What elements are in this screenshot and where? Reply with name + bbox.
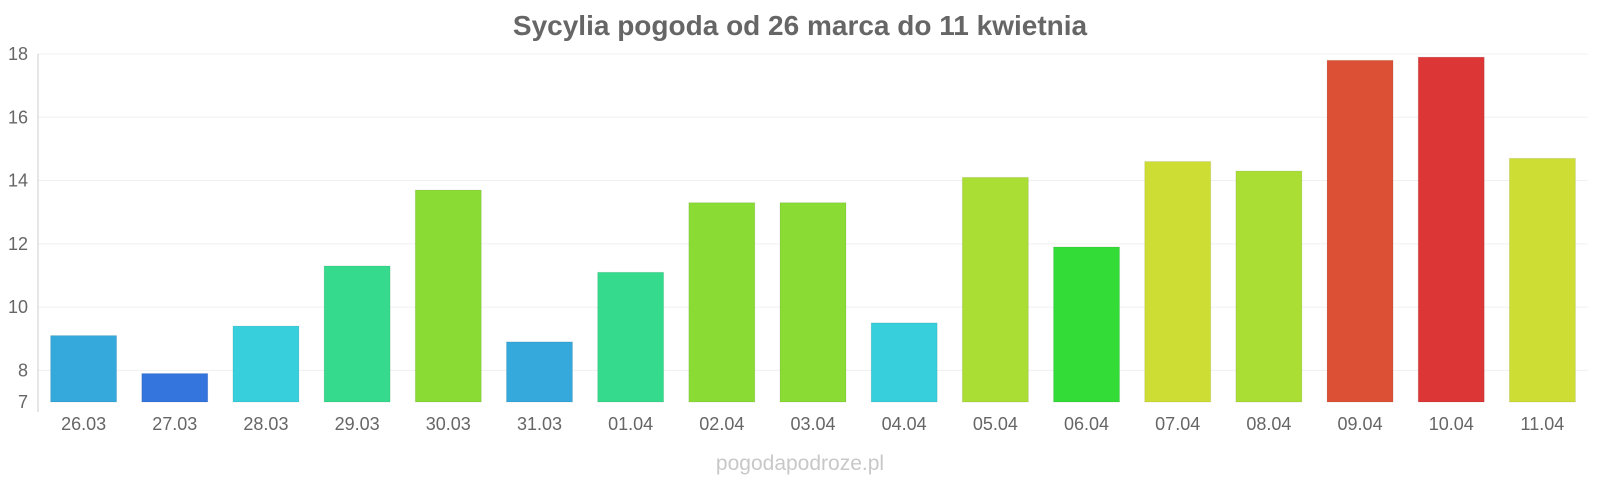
bar (505, 341, 573, 403)
bar (1144, 161, 1212, 403)
x-tick-label: 10.04 (1429, 414, 1474, 434)
bar (141, 373, 209, 403)
x-tick-label: 09.04 (1338, 414, 1383, 434)
x-tick-label: 28.03 (243, 414, 288, 434)
x-tick-label: 03.04 (790, 414, 835, 434)
bar (1053, 246, 1121, 403)
bar (1235, 170, 1303, 403)
x-tick-label: 31.03 (517, 414, 562, 434)
y-tick-label: 8 (18, 360, 28, 380)
x-tick-label: 07.04 (1155, 414, 1200, 434)
y-tick-label: 7 (18, 392, 28, 412)
x-tick-label: 29.03 (335, 414, 380, 434)
x-tick-label: 04.04 (882, 414, 927, 434)
bar (597, 271, 665, 403)
x-tick-label: 05.04 (973, 414, 1018, 434)
y-tick-label: 10 (8, 297, 28, 317)
y-tick-label: 12 (8, 234, 28, 254)
bar (870, 322, 938, 403)
y-tick-label: 14 (8, 171, 28, 191)
bar (323, 265, 391, 403)
chart-title: Sycylia pogoda od 26 marca do 11 kwietni… (512, 10, 1088, 41)
x-tick-label: 08.04 (1246, 414, 1291, 434)
bar (414, 189, 482, 403)
y-tick-label: 16 (8, 107, 28, 127)
watermark: pogodapodroze.pl (715, 452, 885, 475)
bar (688, 202, 756, 403)
x-tick-label: 01.04 (608, 414, 653, 434)
bar (50, 335, 118, 403)
bar (961, 176, 1029, 403)
bar (1326, 59, 1394, 403)
bar (232, 325, 300, 403)
x-tick-label: 02.04 (699, 414, 744, 434)
bar (779, 202, 847, 403)
x-tick-label: 06.04 (1064, 414, 1109, 434)
bar (1417, 56, 1485, 403)
x-tick-label: 30.03 (426, 414, 471, 434)
x-tick-label: 26.03 (61, 414, 106, 434)
bar (1508, 157, 1576, 403)
x-tick-label: 27.03 (152, 414, 197, 434)
y-tick-label: 18 (8, 44, 28, 64)
x-tick-label: 11.04 (1521, 414, 1565, 434)
